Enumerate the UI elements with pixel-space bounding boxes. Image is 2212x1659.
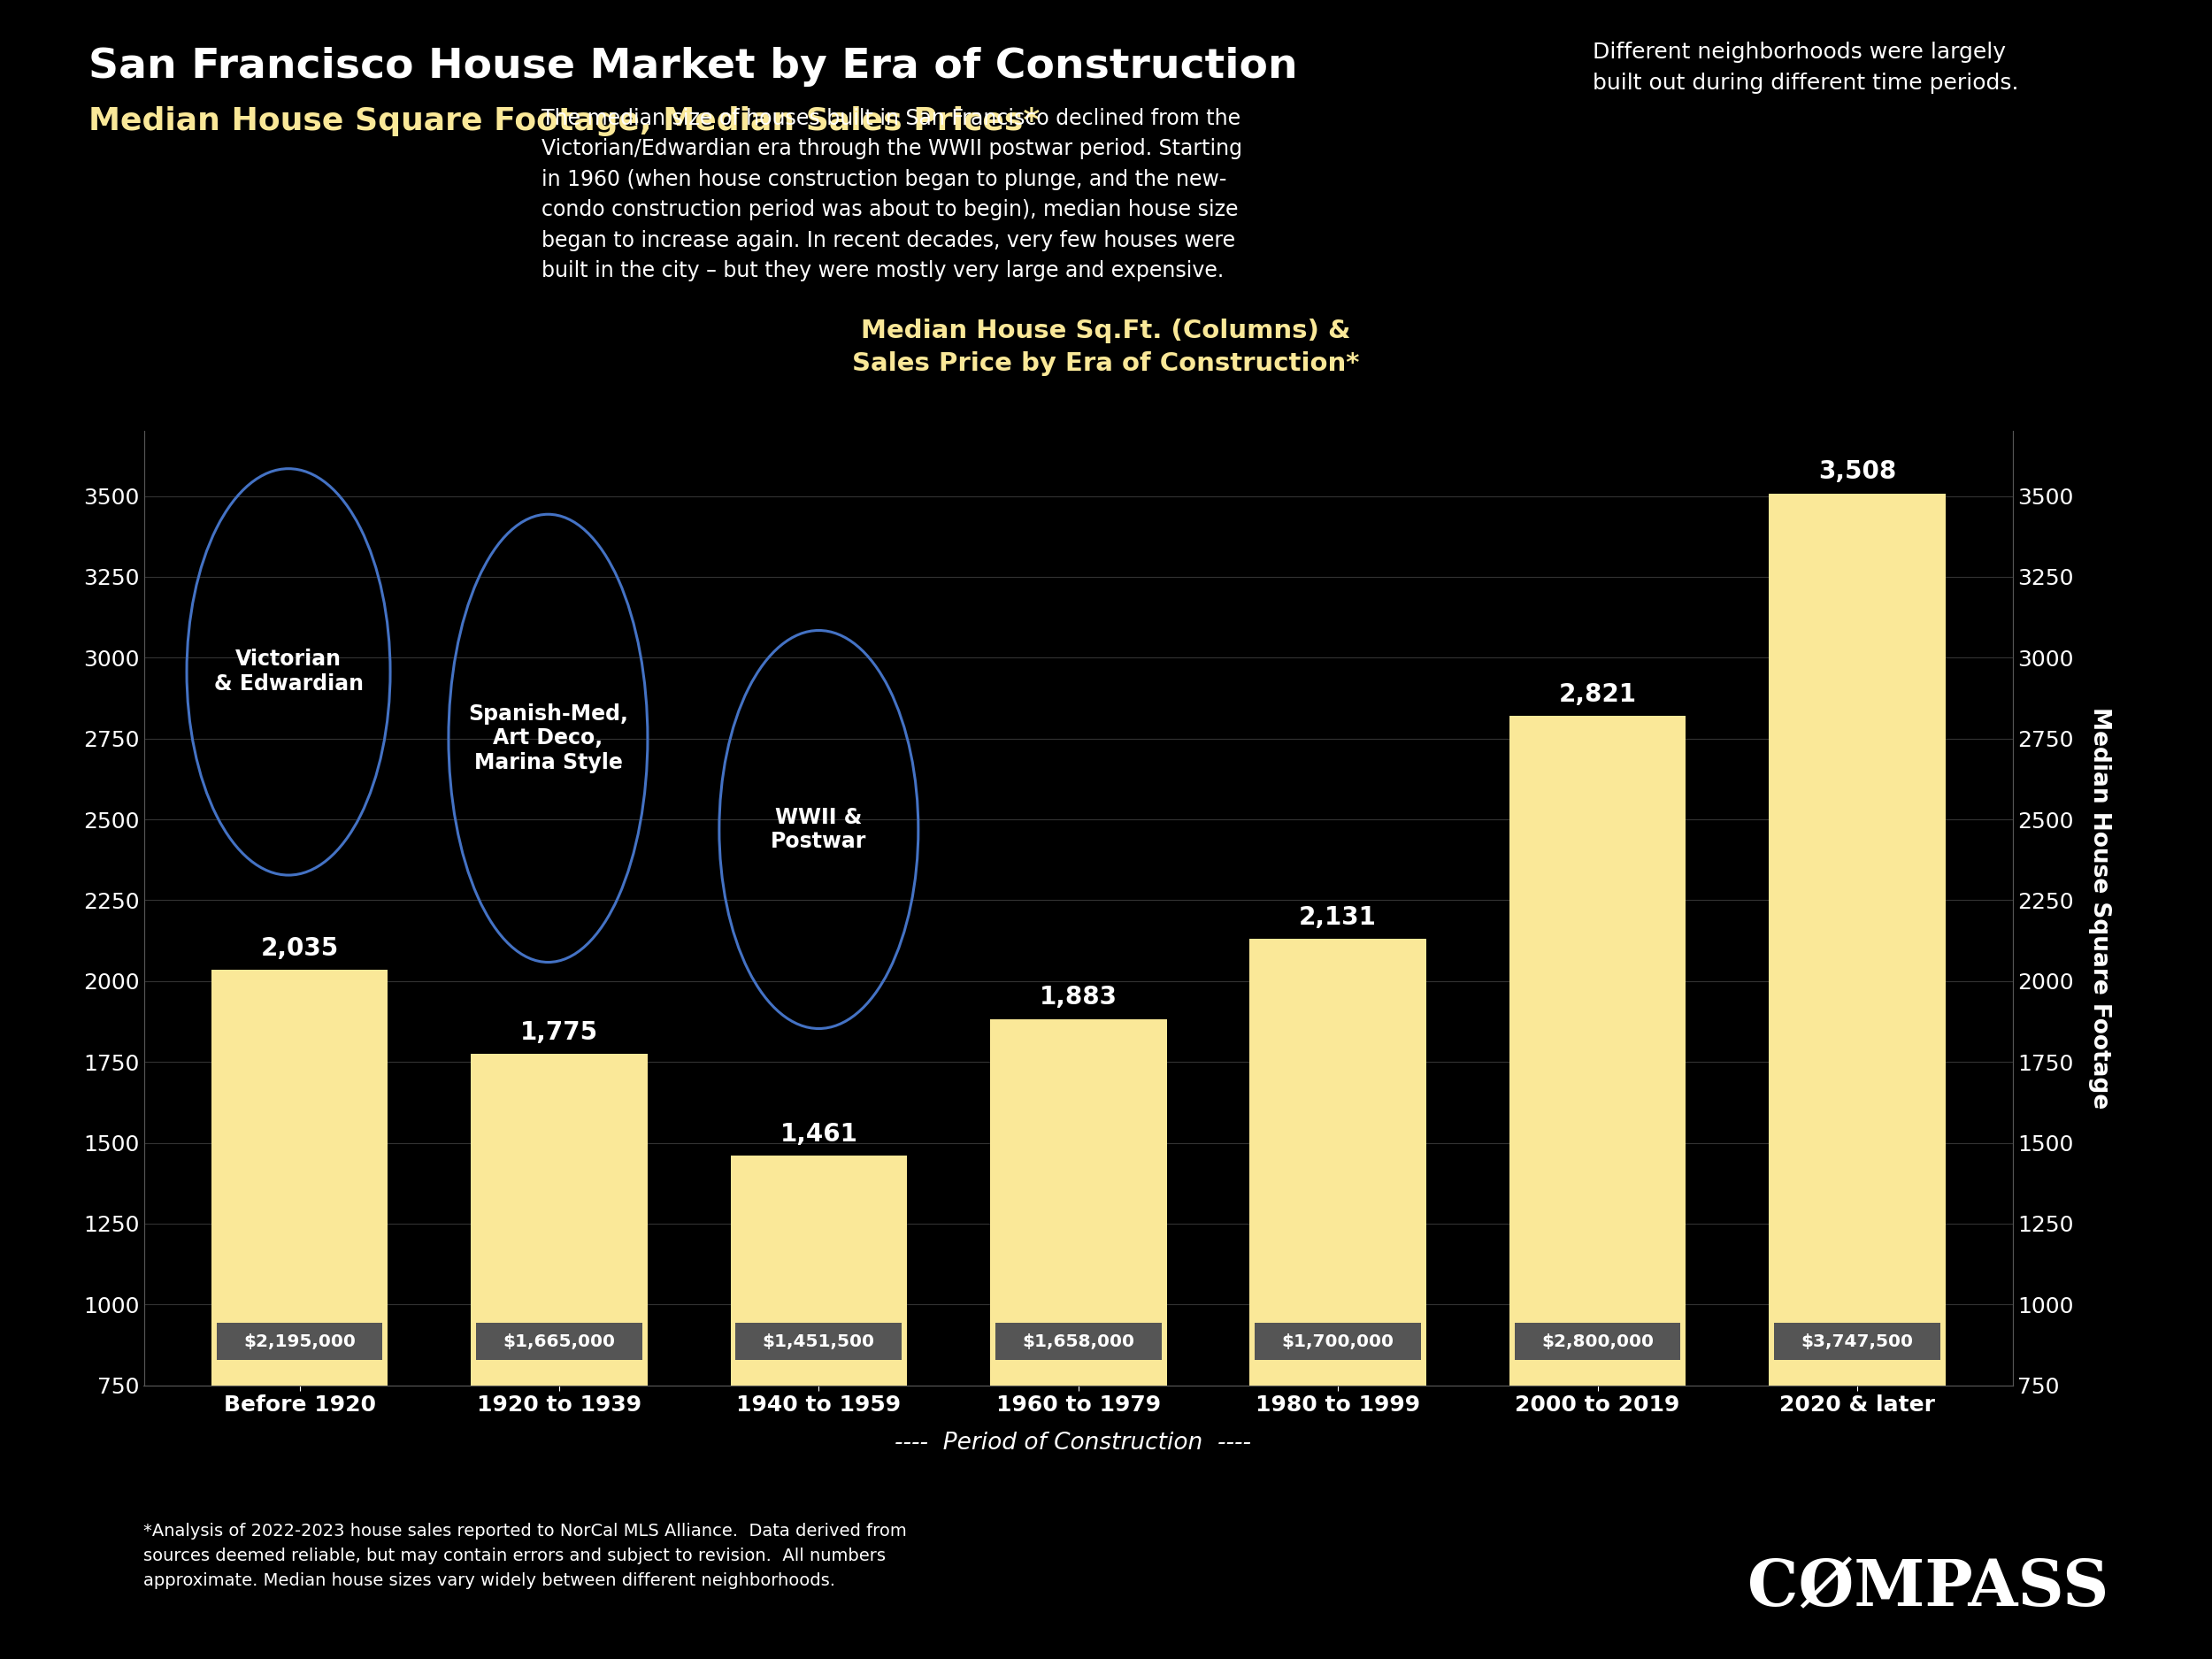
Bar	[730, 1155, 907, 1385]
Bar	[1250, 939, 1427, 1385]
FancyBboxPatch shape	[217, 1322, 383, 1360]
Text: $2,800,000: $2,800,000	[1542, 1334, 1655, 1350]
Text: 2,821: 2,821	[1559, 682, 1637, 707]
FancyBboxPatch shape	[1254, 1322, 1420, 1360]
Text: 1,883: 1,883	[1040, 985, 1117, 1010]
Text: $2,195,000: $2,195,000	[243, 1334, 356, 1350]
Text: CØMPASS: CØMPASS	[1747, 1556, 2108, 1619]
Text: San Francisco House Market by Era of Construction: San Francisco House Market by Era of Con…	[88, 46, 1298, 86]
FancyBboxPatch shape	[476, 1322, 641, 1360]
Text: $3,747,500: $3,747,500	[1801, 1334, 1913, 1350]
Text: Spanish-Med,
Art Deco,
Marina Style: Spanish-Med, Art Deco, Marina Style	[469, 703, 628, 773]
Bar	[991, 1019, 1166, 1385]
Bar	[212, 971, 387, 1385]
Bar	[1509, 715, 1686, 1385]
Text: $1,700,000: $1,700,000	[1281, 1334, 1394, 1350]
Text: Median House Sq.Ft. (Columns) &
Sales Price by Era of Construction*: Median House Sq.Ft. (Columns) & Sales Pr…	[852, 319, 1360, 377]
Text: 1,775: 1,775	[520, 1020, 597, 1045]
Text: 2,035: 2,035	[261, 936, 338, 961]
Text: $1,658,000: $1,658,000	[1022, 1334, 1135, 1350]
Bar	[1770, 493, 1944, 1385]
Text: WWII &
Postwar: WWII & Postwar	[770, 806, 867, 853]
Text: *Analysis of 2022-2023 house sales reported to NorCal MLS Alliance.  Data derive: *Analysis of 2022-2023 house sales repor…	[144, 1523, 907, 1589]
FancyBboxPatch shape	[1774, 1322, 1940, 1360]
Bar	[471, 1053, 648, 1385]
Text: $1,451,500: $1,451,500	[763, 1334, 876, 1350]
Y-axis label: Median House Square Footage: Median House Square Footage	[2088, 707, 2110, 1110]
FancyBboxPatch shape	[995, 1322, 1161, 1360]
Text: 1,461: 1,461	[781, 1121, 858, 1146]
Text: 3,508: 3,508	[1818, 460, 1896, 484]
Text: Different neighborhoods were largely
built out during different time periods.: Different neighborhoods were largely bui…	[1593, 41, 2020, 95]
Text: 2,131: 2,131	[1298, 904, 1376, 929]
Text: Median House Square Footage, Median Sales Prices*: Median House Square Footage, Median Sale…	[88, 106, 1040, 136]
Text: The median size of houses built in San Francisco declined from the
Victorian/Edw: The median size of houses built in San F…	[542, 108, 1243, 282]
Text: ----  Period of Construction  ----: ---- Period of Construction ----	[894, 1432, 1252, 1455]
Text: $1,665,000: $1,665,000	[502, 1334, 615, 1350]
Text: Victorian
& Edwardian: Victorian & Edwardian	[215, 649, 363, 695]
FancyBboxPatch shape	[737, 1322, 902, 1360]
FancyBboxPatch shape	[1515, 1322, 1681, 1360]
